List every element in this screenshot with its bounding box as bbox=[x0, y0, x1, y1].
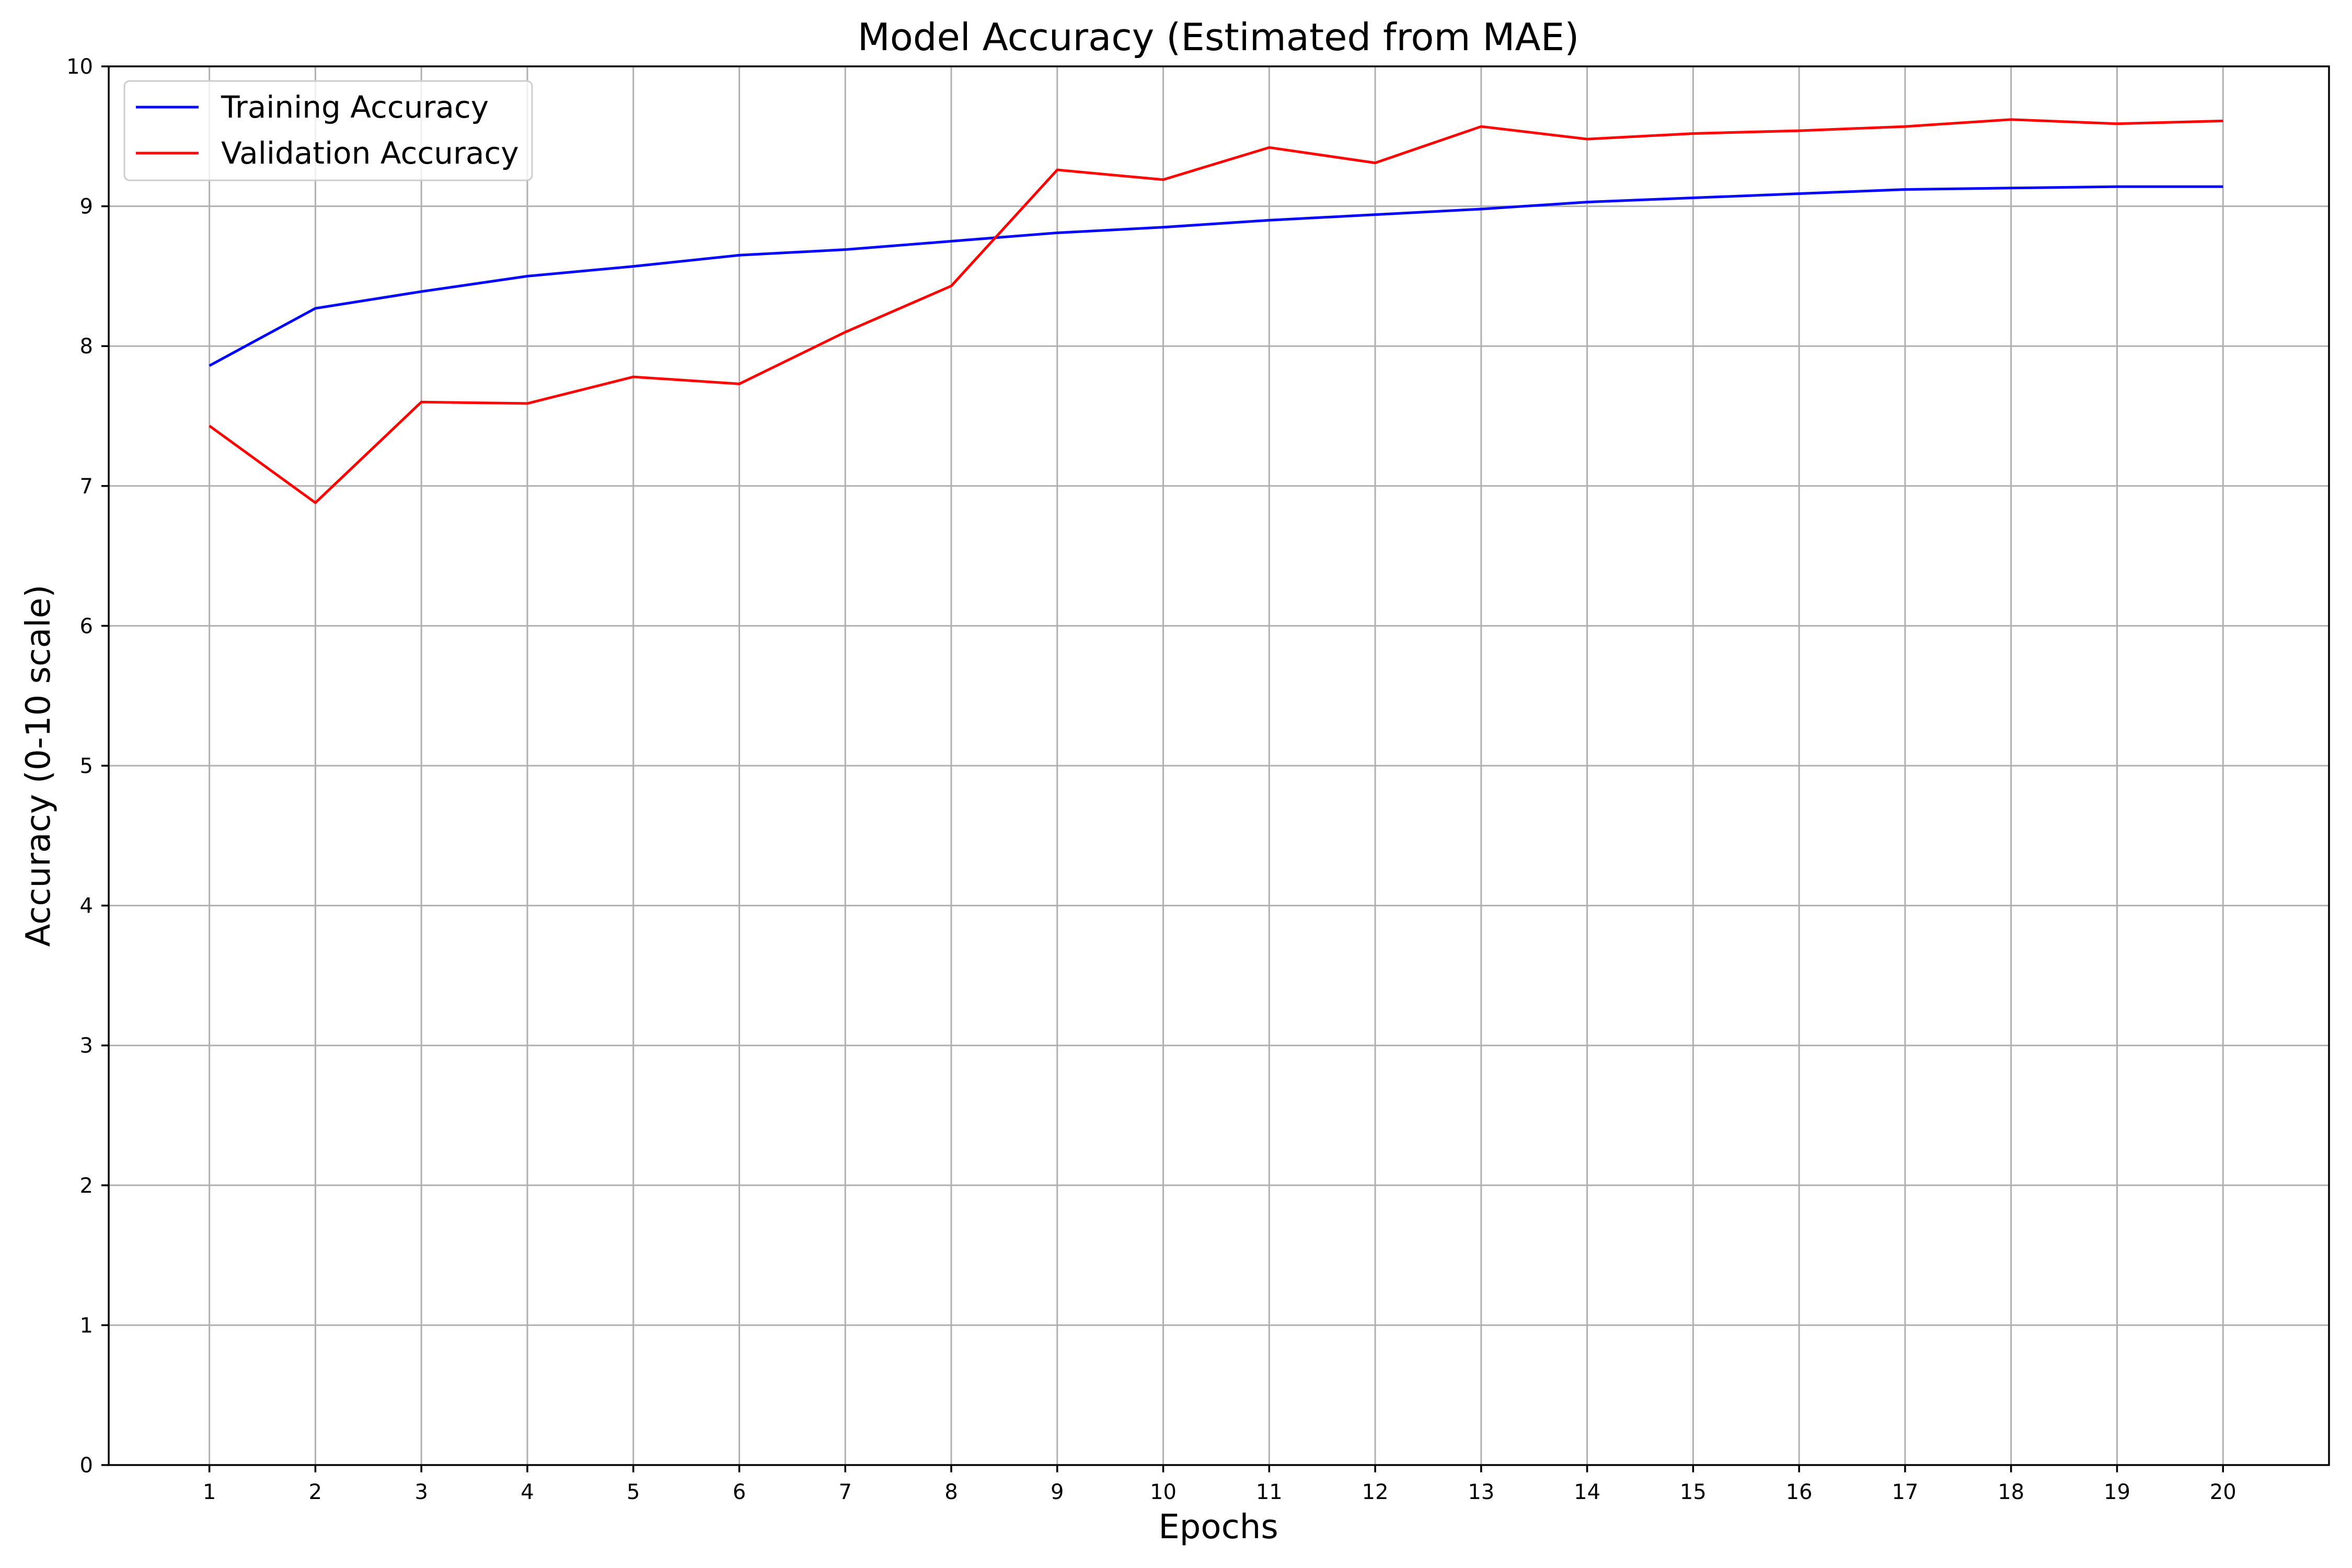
data-point bbox=[1480, 125, 1483, 128]
x-tick-label: 13 bbox=[1468, 1480, 1494, 1504]
data-point bbox=[1162, 226, 1165, 229]
data-point bbox=[1374, 162, 1377, 165]
y-axis-label: Accuracy (0-10 scale) bbox=[19, 585, 58, 947]
data-point bbox=[1480, 207, 1483, 211]
data-point bbox=[420, 290, 423, 293]
y-tick-label: 1 bbox=[80, 1313, 93, 1338]
data-point bbox=[1691, 132, 1694, 135]
data-point bbox=[1586, 201, 1589, 204]
y-tick-label: 10 bbox=[66, 55, 93, 79]
data-point bbox=[526, 274, 529, 278]
x-tick-label: 6 bbox=[733, 1480, 746, 1504]
data-point bbox=[632, 375, 635, 378]
series-line-validation-accuracy bbox=[209, 118, 2223, 504]
x-tick-label: 10 bbox=[1150, 1480, 1177, 1504]
data-point bbox=[2115, 122, 2118, 125]
data-point bbox=[314, 307, 317, 310]
data-point bbox=[1056, 231, 1059, 234]
x-tick-label: 14 bbox=[1574, 1480, 1600, 1504]
x-tick-label: 18 bbox=[1998, 1480, 2024, 1504]
data-point bbox=[1056, 168, 1059, 171]
data-point bbox=[1797, 192, 1801, 195]
data-point bbox=[1691, 197, 1694, 200]
y-tick-label: 4 bbox=[80, 894, 93, 918]
data-point bbox=[2115, 185, 2118, 188]
y-tick-label: 0 bbox=[80, 1454, 93, 1478]
x-tick-label: 15 bbox=[1680, 1480, 1707, 1504]
x-tick-label: 3 bbox=[414, 1480, 428, 1504]
data-point bbox=[737, 253, 741, 257]
data-point bbox=[1904, 125, 1907, 128]
grid-lines bbox=[109, 65, 2329, 1466]
series-lines bbox=[208, 118, 2224, 504]
legend-label: Validation Accuracy bbox=[221, 135, 519, 171]
x-axis-label: Epochs bbox=[1158, 1508, 1278, 1547]
legend-label: Training Accuracy bbox=[221, 89, 489, 125]
y-tick-label: 7 bbox=[80, 475, 93, 499]
x-tick-label: 2 bbox=[309, 1480, 322, 1504]
series-line-training-accuracy bbox=[209, 185, 2223, 367]
data-point bbox=[1162, 178, 1165, 181]
x-tick-label: 12 bbox=[1362, 1480, 1389, 1504]
y-tick-label: 6 bbox=[80, 614, 93, 638]
x-tick-label: 20 bbox=[2210, 1480, 2236, 1504]
x-tick-label: 19 bbox=[2104, 1480, 2130, 1504]
x-tick-label: 8 bbox=[944, 1480, 958, 1504]
data-point bbox=[950, 284, 953, 287]
data-point bbox=[1797, 129, 1801, 132]
x-tick-label: 17 bbox=[1892, 1480, 1918, 1504]
data-point bbox=[420, 400, 423, 403]
data-point bbox=[2221, 185, 2224, 188]
data-point bbox=[1586, 137, 1589, 141]
data-point bbox=[526, 402, 529, 405]
y-tick-label: 8 bbox=[80, 335, 93, 359]
x-tick-label: 1 bbox=[203, 1480, 216, 1504]
x-tick-label: 7 bbox=[839, 1480, 852, 1504]
data-point bbox=[208, 364, 211, 367]
y-tick-label: 3 bbox=[80, 1034, 93, 1058]
y-tick-label: 2 bbox=[80, 1174, 93, 1198]
x-tick-label: 4 bbox=[521, 1480, 534, 1504]
data-point bbox=[2221, 119, 2224, 122]
x-tick-label: 9 bbox=[1051, 1480, 1064, 1504]
data-point bbox=[844, 248, 847, 251]
data-point bbox=[314, 501, 317, 504]
chart-title: Model Accuracy (Estimated from MAE) bbox=[858, 15, 1579, 59]
data-point bbox=[2010, 187, 2013, 190]
x-tick-label: 11 bbox=[1256, 1480, 1283, 1504]
data-point bbox=[2010, 118, 2013, 121]
data-point bbox=[1267, 218, 1271, 222]
data-point bbox=[1904, 188, 1907, 191]
data-point bbox=[1267, 146, 1271, 149]
y-tick-label: 5 bbox=[80, 754, 93, 778]
data-point bbox=[950, 240, 953, 243]
y-tick-label: 9 bbox=[80, 195, 93, 219]
data-point bbox=[844, 330, 847, 333]
legend: Training Accuracy Validation Accuracy bbox=[123, 80, 533, 181]
data-point bbox=[1374, 213, 1377, 216]
x-tick-label: 5 bbox=[627, 1480, 640, 1504]
axis-ticks: 1 2 3 4 5 6 7 8 9 10 11 12 13 14 15 16 17 18 19 20012345678… bbox=[66, 55, 2236, 1504]
data-point bbox=[737, 382, 741, 385]
x-tick-label: 16 bbox=[1786, 1480, 1813, 1504]
data-point bbox=[208, 424, 211, 428]
legend-box bbox=[123, 80, 533, 181]
data-point bbox=[632, 265, 635, 268]
